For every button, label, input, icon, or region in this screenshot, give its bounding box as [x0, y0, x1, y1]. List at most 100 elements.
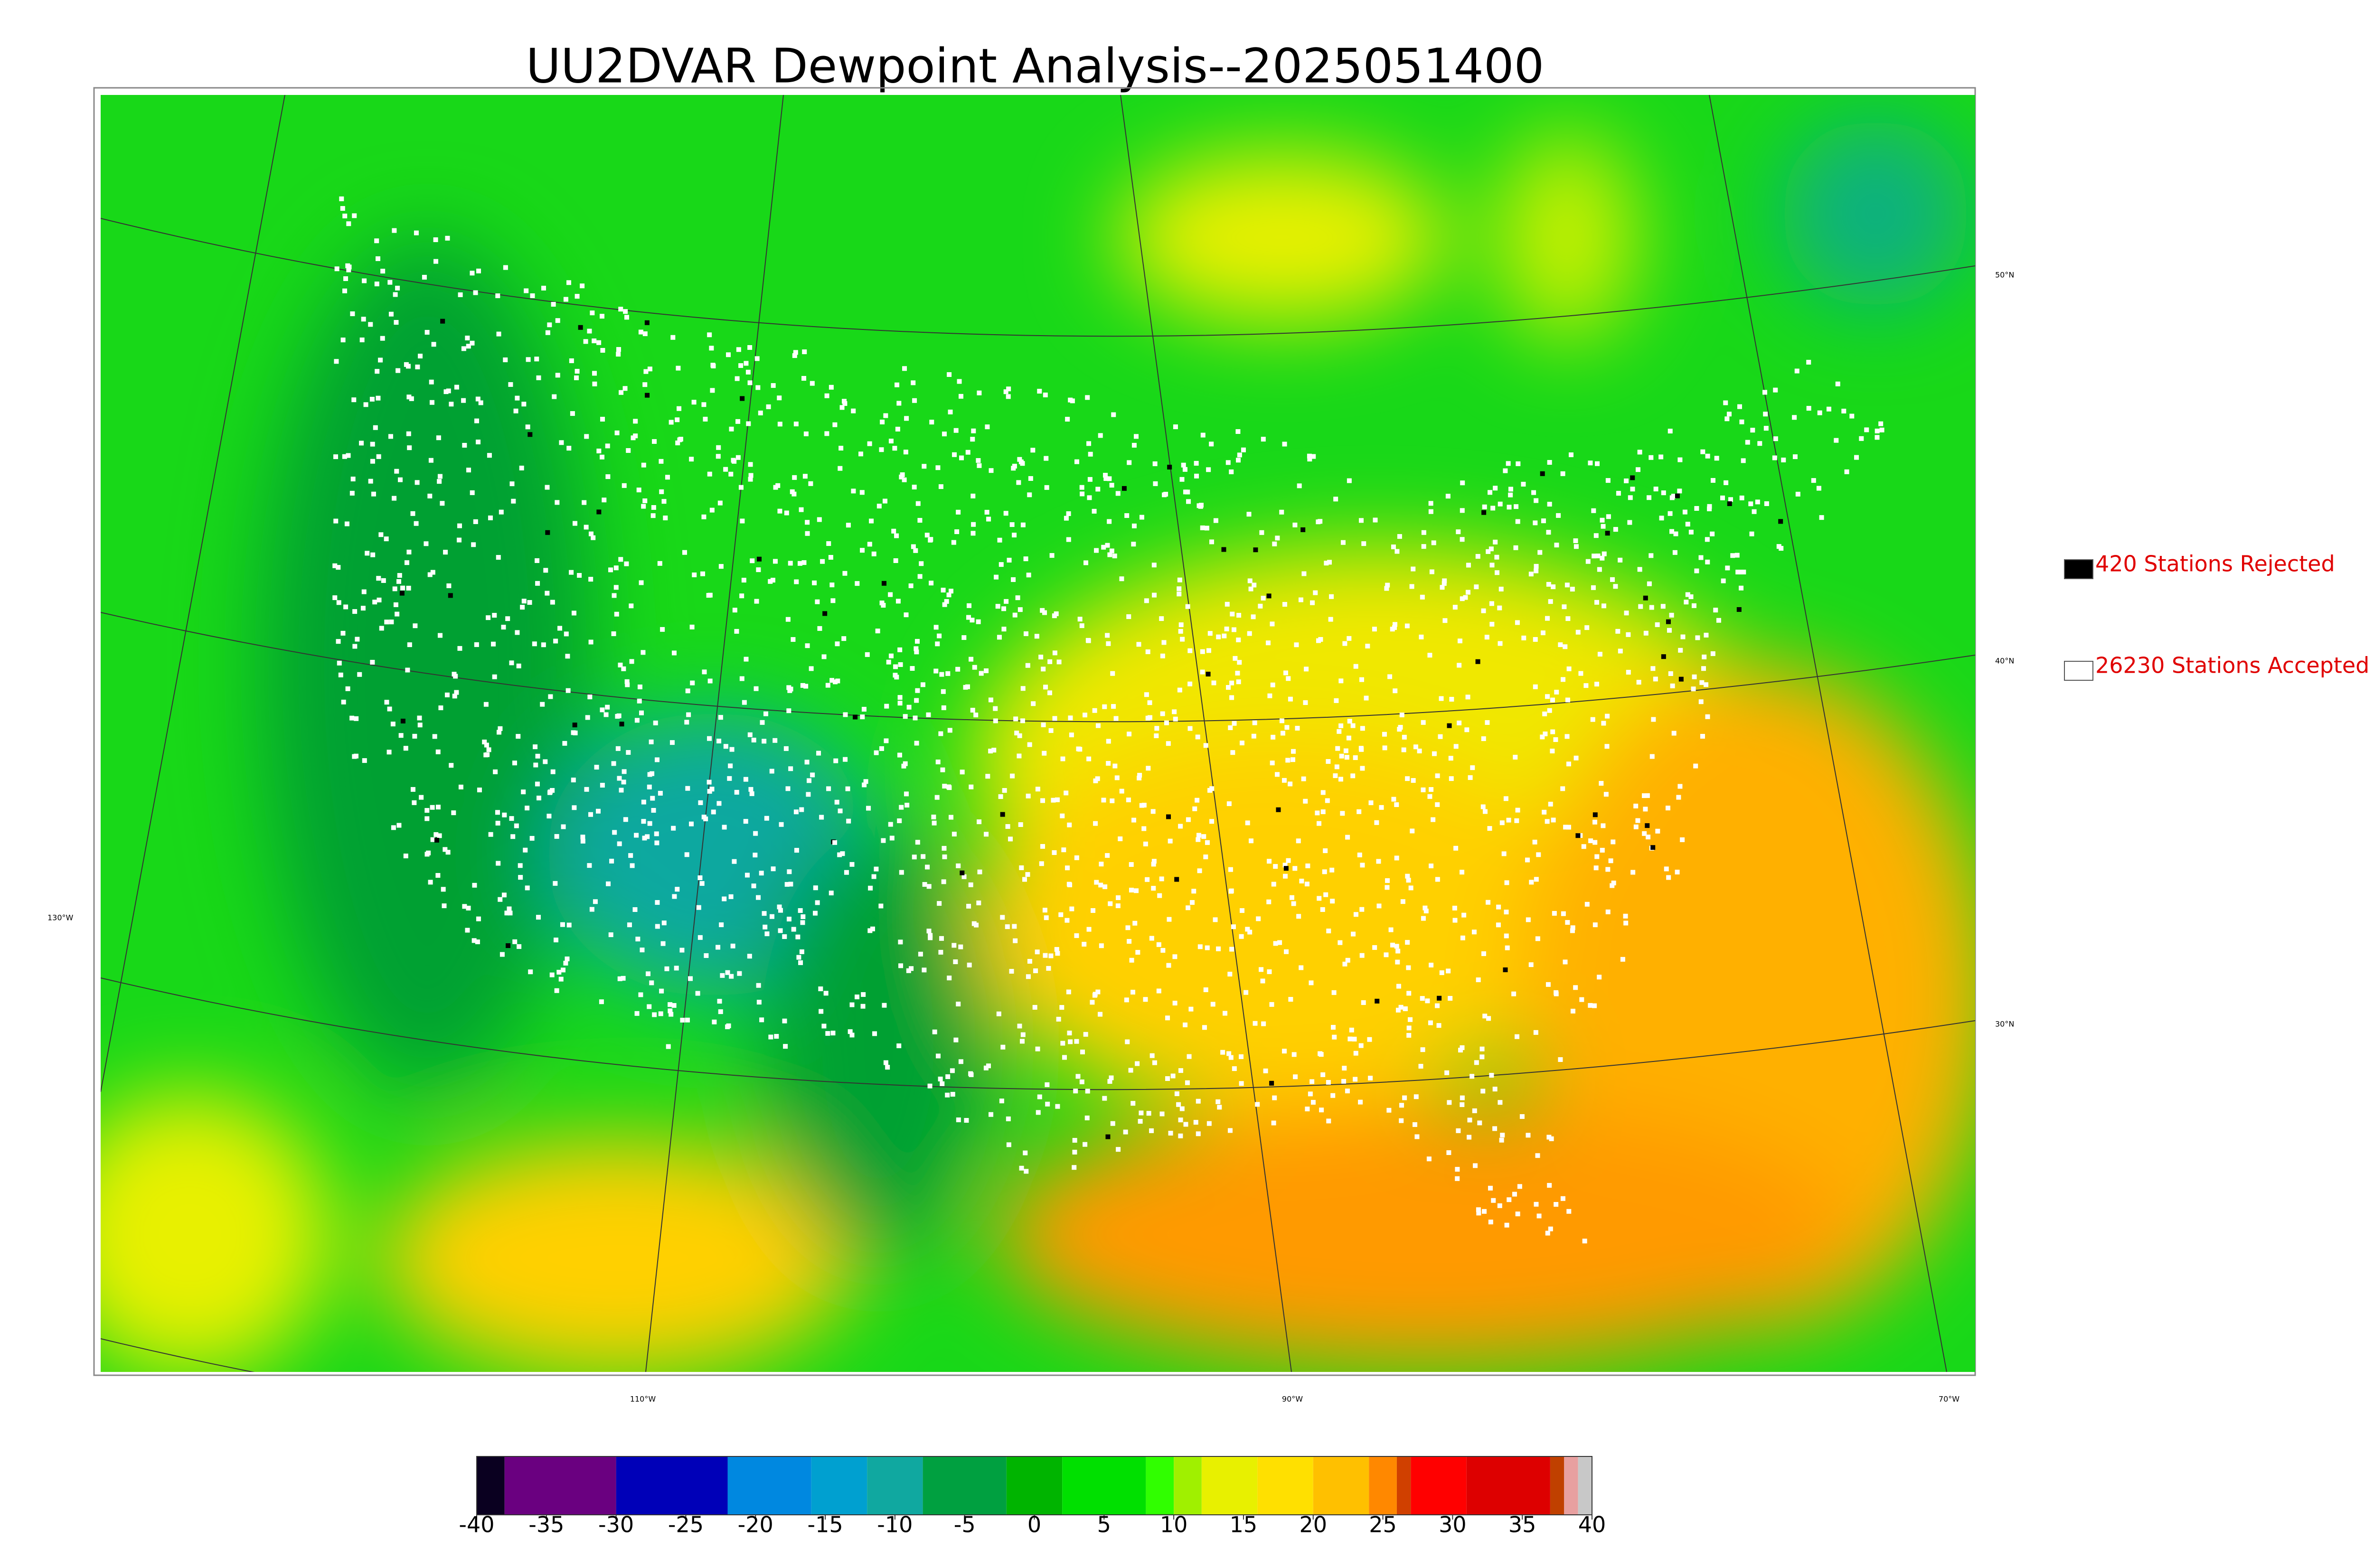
station-dot: [1365, 643, 1370, 648]
station-dot: [902, 366, 907, 371]
station-dot: [1324, 561, 1329, 566]
station-dot: [1460, 935, 1465, 940]
station-dot: [1310, 600, 1315, 605]
station-dot: [754, 356, 760, 361]
station-dot: [1603, 792, 1609, 797]
station-dot: [1168, 838, 1173, 844]
station-dot: [584, 525, 589, 530]
station-dot: [730, 943, 735, 948]
station-dot: [414, 230, 419, 235]
station-dot: [484, 742, 489, 748]
station-dot: [1051, 798, 1056, 803]
station-dot: [1346, 735, 1351, 741]
station-dot: [1196, 1099, 1201, 1104]
station-dot: [843, 712, 848, 717]
station-dot: [893, 558, 898, 563]
station-dot: [526, 357, 531, 362]
station-dot: [883, 413, 888, 418]
colorbar-tick-label: -30: [598, 1512, 634, 1538]
station-dot: [914, 741, 919, 746]
station-dot: [675, 887, 680, 892]
station-dot: [949, 815, 954, 820]
station-dot: [977, 390, 982, 395]
station-dot: [1565, 697, 1570, 703]
station-dot: [1707, 504, 1712, 509]
station-dot: [1284, 949, 1289, 954]
station-dot: [634, 718, 640, 723]
station-dot: [1058, 912, 1064, 917]
station-dot: [1068, 715, 1073, 721]
station-dot: [935, 465, 941, 470]
station-dot: [768, 579, 773, 584]
station-dot: [377, 597, 382, 602]
station-dot: [1079, 485, 1084, 490]
station-dot: [966, 903, 971, 909]
station-dot: [1276, 807, 1281, 812]
station-dot: [1630, 475, 1635, 480]
station-dot: [942, 432, 947, 437]
station-dot: [1102, 704, 1107, 709]
colorbar-tick-label: -10: [877, 1512, 913, 1538]
station-dot: [570, 411, 575, 416]
station-dot: [1630, 487, 1635, 492]
station-dot: [518, 863, 523, 868]
station-dot: [758, 410, 763, 415]
station-dot: [959, 455, 964, 460]
station-dot: [771, 383, 776, 388]
station-dot: [1267, 969, 1272, 974]
station-dot: [1223, 1011, 1228, 1016]
station-dot: [580, 835, 585, 840]
station-dot: [976, 619, 981, 624]
station-dot: [1568, 452, 1573, 458]
station-dot: [1637, 450, 1642, 455]
station-dot: [396, 823, 402, 828]
station-dot: [882, 1003, 887, 1008]
station-dot: [499, 509, 504, 515]
station-dot: [932, 820, 937, 826]
station-dot: [1699, 680, 1705, 685]
station-dot: [1359, 677, 1365, 682]
station-dot: [580, 283, 585, 289]
station-dot: [1236, 613, 1242, 618]
station-dot: [1326, 1118, 1331, 1124]
station-dot: [461, 346, 466, 351]
station-dot: [661, 920, 667, 926]
station-dot: [1637, 567, 1642, 572]
station-dot: [641, 504, 646, 509]
station-dot: [1026, 974, 1031, 979]
station-dot: [840, 851, 845, 856]
station-dot: [988, 749, 993, 754]
colorbar-segment: [923, 1456, 1007, 1515]
station-dot: [1816, 486, 1821, 491]
station-dot: [1628, 495, 1633, 500]
station-dot: [894, 533, 899, 538]
station-dot: [639, 580, 644, 585]
station-dot: [1042, 610, 1047, 615]
station-dot: [509, 660, 514, 666]
station-dot: [1643, 630, 1649, 636]
station-dot: [1146, 1111, 1151, 1116]
station-dot: [645, 834, 650, 839]
station-dot: [1811, 478, 1816, 483]
station-dot: [1543, 731, 1548, 736]
station-dot: [1445, 494, 1451, 499]
station-dot: [1043, 953, 1048, 958]
station-dot: [1235, 670, 1240, 676]
station-dot: [548, 694, 553, 699]
station-dot: [647, 1004, 652, 1009]
station-dot: [465, 336, 470, 341]
station-dot: [1508, 492, 1513, 498]
station-dot: [1507, 1197, 1512, 1202]
station-dot: [973, 713, 979, 718]
station-dot: [638, 992, 643, 997]
station-dot: [1269, 1080, 1274, 1086]
station-dot: [368, 479, 373, 484]
station-dot: [773, 485, 778, 490]
station-dot: [495, 820, 500, 826]
station-dot: [1613, 584, 1618, 589]
station-dot: [1548, 801, 1553, 807]
station-dot: [1602, 551, 1607, 556]
station-dot: [1561, 911, 1566, 916]
station-dot: [1095, 723, 1101, 728]
station-dot: [412, 733, 417, 739]
